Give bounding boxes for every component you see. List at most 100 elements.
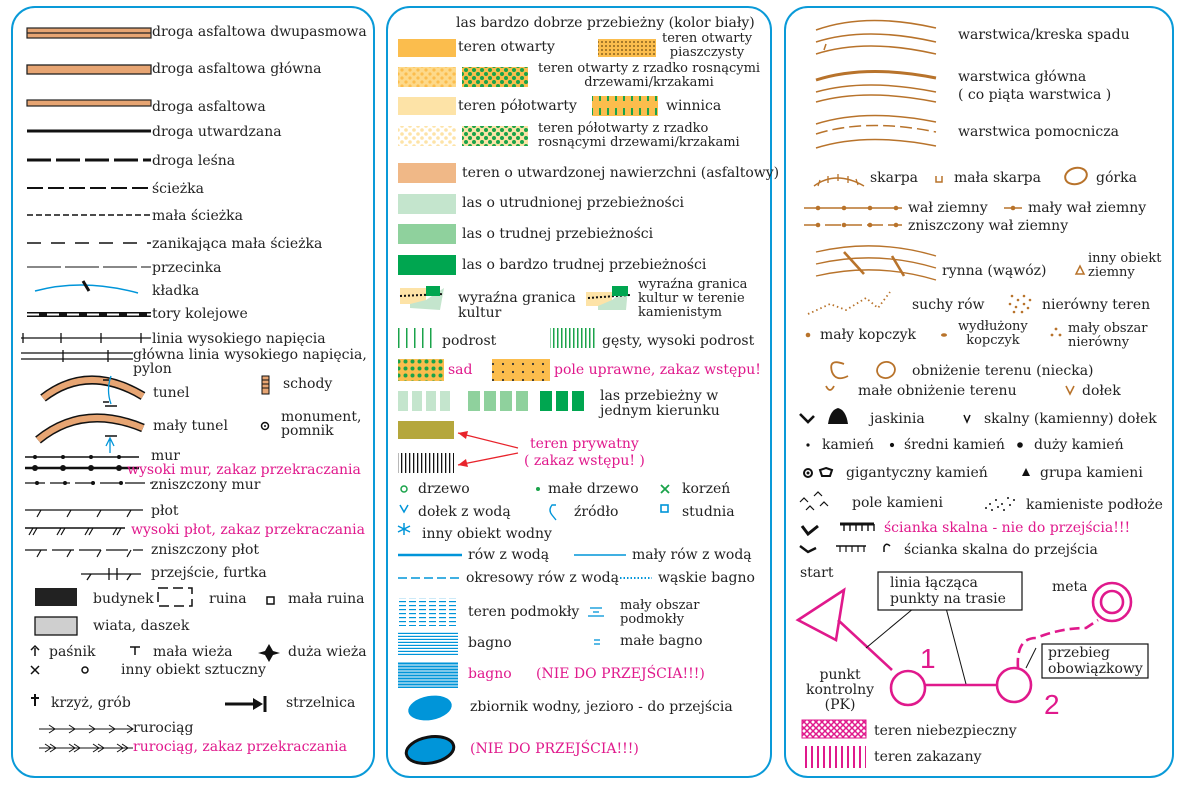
label-strzelnica: strzelnica xyxy=(286,695,356,711)
label-zbiornik-np: (NIE DO PRZEJŚCIA!!!) xyxy=(470,741,639,757)
label-kopczyk: mały kopczyk xyxy=(820,327,917,343)
label-niebezpieczny: teren niebezpieczny xyxy=(874,723,1017,739)
label-skarpa: skarpa xyxy=(870,170,919,186)
label-male-bagno: małe bagno xyxy=(620,633,703,649)
label-kierunek: las przebieżny w jednym kierunku xyxy=(600,388,720,419)
label-road-8: przecinka xyxy=(152,260,222,276)
label-zbiornik: zbiornik wodny, jezioro - do przejścia xyxy=(470,699,733,715)
label-wydluzony: wydłużony kopczyk xyxy=(958,319,1028,348)
label-krzyz: krzyż, grób xyxy=(51,695,131,711)
label-polotwarty: teren półotwarty xyxy=(458,98,577,114)
label-zniszczony-wal: zniszczony wał ziemny xyxy=(908,218,1069,234)
label-male-obnizenie: małe obniżenie terenu xyxy=(858,383,1017,399)
label-wysoki-mur: wysoki mur, zakaz przekraczania xyxy=(127,462,361,478)
label-teren-otwarty: teren otwarty xyxy=(458,39,555,55)
label-grupa: grupa kamieni xyxy=(1040,465,1143,481)
terrain-symbols xyxy=(397,39,670,765)
label-dolek: dołek xyxy=(1082,383,1121,399)
label-skalny-dolek: skalny (kamienny) dołek xyxy=(984,411,1157,427)
label-road-12: główna linia wysokiego napięcia, pylon xyxy=(133,347,367,377)
label-mala-ruina: mała ruina xyxy=(288,591,365,607)
label-pole-kamieni: pole kamieni xyxy=(852,495,943,511)
label-mala-skarpa: mała skarpa xyxy=(954,170,1041,186)
label-inny-wodny: inny obiekt wodny xyxy=(422,526,552,542)
label-rurociag-zakaz: rurociąg, zakaz przekraczania xyxy=(133,739,347,755)
label-tunel: tunel xyxy=(153,385,190,401)
label-road-1: droga asfaltowa główna xyxy=(152,61,322,77)
label-suchy-row: suchy rów xyxy=(912,297,985,313)
label-jaskinia: jaskinia xyxy=(870,411,925,427)
label-drzewo: drzewo xyxy=(418,481,470,497)
label-row-woda: rów z wodą xyxy=(468,547,550,563)
label-pomocnicza: warstwica pomocnicza xyxy=(958,124,1119,140)
label-wysoki-plot: wysoki płot, zakaz przekraczania xyxy=(131,522,365,538)
label-polotwarty-drzewa: teren półotwarty z rzadko rosnącymi drze… xyxy=(538,121,740,150)
label-num2: 2 xyxy=(1044,689,1060,720)
label-maly-podmokly: mały obszar podmokły xyxy=(620,598,700,627)
label-las3: las o bardzo trudnej przebieżności xyxy=(462,257,707,273)
label-nie-do: (NIE DO PRZEJŚCIA!!!) xyxy=(536,666,705,682)
label-bagno-np: bagno xyxy=(468,666,512,682)
label-maly-wal: mały wał ziemny xyxy=(1028,200,1147,216)
label-bagno: bagno xyxy=(468,635,512,651)
middle-legend-panel: las bardzo dobrze przebieżny (kolor biał… xyxy=(386,6,779,778)
left-legend-panel: droga asfaltowa dwupasmowa droga asfalto… xyxy=(11,6,375,778)
label-podrost: podrost xyxy=(442,333,497,349)
label-las2: las o trudnej przebieżności xyxy=(462,226,654,242)
label-gigantyczny: gigantyczny kamień xyxy=(846,465,988,481)
label-monument: monument, pomnik xyxy=(281,409,362,439)
label-pasnik: paśnik xyxy=(49,644,96,660)
label-obowiazkowy: przebieg obowiązkowy xyxy=(1048,645,1143,677)
label-sad: sad xyxy=(448,362,473,378)
label-road-9: kładka xyxy=(152,283,200,299)
label-wiata: wiata, daszek xyxy=(93,618,190,634)
label-zakazany: teren zakazany xyxy=(874,749,982,765)
label-budynek: budynek xyxy=(93,591,154,607)
label-zrodlo: źródło xyxy=(574,504,619,520)
label-zniszczony-mur: zniszczony mur xyxy=(151,477,261,493)
label-linia: linia łącząca punkty na trasie xyxy=(890,575,1006,607)
label-maly-nierowny: mały obszar nierówny xyxy=(1068,321,1148,350)
label-maly-tunel: mały tunel xyxy=(153,418,228,434)
label-kamieniste: kamieniste podłoże xyxy=(1026,497,1163,513)
relief-symbols xyxy=(795,19,1149,768)
label-rurociag: rurociąg xyxy=(133,720,194,736)
label-okresowy: okresowy rów z wodą xyxy=(466,570,619,586)
label-mur: mur xyxy=(151,448,180,464)
label-inny-sztuczny: inny obiekt sztuczny xyxy=(121,662,266,678)
label-scianka: ścianka skalna do przejścia xyxy=(904,542,1098,558)
label-road-10: tory kolejowe xyxy=(152,306,248,322)
label-las1: las o utrudnionej przebieżności xyxy=(462,195,685,211)
label-studnia: studnia xyxy=(682,504,735,520)
label-road-4: droga leśna xyxy=(152,153,236,169)
label-duzy: duży kamień xyxy=(1034,437,1124,453)
label-winnica: winnica xyxy=(666,98,722,114)
label-mala-wieza: mała wieża xyxy=(153,644,233,660)
label-meta: meta xyxy=(1052,579,1088,595)
label-scianka-np: ścianka skalna - nie do przejścia!!! xyxy=(884,520,1131,536)
label-gesty-podrost: gęsty, wysoki podrost xyxy=(602,333,755,349)
label-road-3: droga utwardzana xyxy=(152,124,282,140)
label-pk: punkt kontrolny (PK) xyxy=(806,667,875,713)
label-wal: wał ziemny xyxy=(908,200,988,216)
right-legend-panel: warstwica/kreska spadu warstwica główna … xyxy=(784,6,1174,778)
label-road-11: linia wysokiego napięcia xyxy=(152,331,326,347)
label-ruina: ruina xyxy=(209,591,247,607)
label-road-7: zanikająca mała ścieżka xyxy=(152,236,323,252)
label-granica: wyraźna granica kultur xyxy=(458,290,576,321)
label-road-0: droga asfaltowa dwupasmowa xyxy=(152,24,367,40)
label-dolek-woda: dołek z wodą xyxy=(418,504,511,520)
label-prywatny: teren prywatny ( zakaz wstępu! ) xyxy=(524,436,645,469)
label-start: start xyxy=(800,565,834,581)
label-podmokly: teren podmokły xyxy=(468,604,580,620)
label-pole: pole uprawne, zakaz wstępu! xyxy=(554,362,761,378)
label-num1: 1 xyxy=(920,643,936,674)
label-glowna: warstwica główna ( co piąta warstwica ) xyxy=(958,69,1112,103)
label-schody: schody xyxy=(283,376,333,392)
label-granica-kam: wyraźna granica kultur w terenie kamieni… xyxy=(638,277,748,320)
label-zniszczony-plot: zniszczony płot xyxy=(151,542,260,558)
road-symbols xyxy=(21,27,280,753)
label-nierowny: nierówny teren xyxy=(1042,297,1151,313)
label-obnizenie: obniżenie terenu (niecka) xyxy=(912,363,1094,379)
label-warstwica: warstwica/kreska spadu xyxy=(958,27,1130,43)
